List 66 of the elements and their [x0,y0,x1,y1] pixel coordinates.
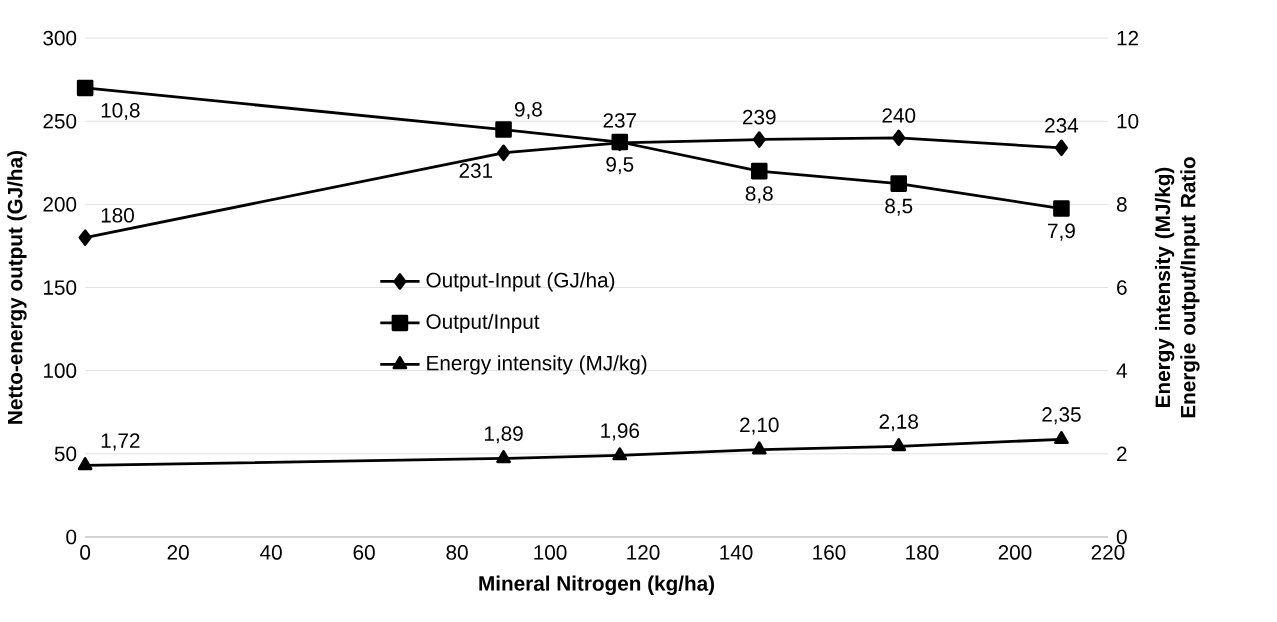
point [892,129,906,147]
x-tick-label: 120 [627,545,660,560]
x-tick-label: 180 [906,545,939,560]
data-label: 8,5 [885,198,913,216]
y2-tick-label: 4 [1116,363,1127,378]
y2-tick-label: 8 [1116,196,1127,212]
data-label: 2,18 [879,414,918,432]
data-label: 9,5 [606,157,634,175]
x-tick-label: 160 [813,545,846,560]
y-tick-label: 0 [66,529,77,545]
point [750,162,768,180]
y2-tick-label: 10 [1117,113,1139,129]
data-label: 240 [882,108,916,123]
x-tick-label: 0 [80,545,91,560]
y-tick-label: 100 [44,363,77,378]
data-label: 1,72 [101,433,140,451]
data-label: 1,96 [601,423,640,441]
y2-axis-title: Energy intensity (MJ/kg) Energie output/Input Ratio [1154,157,1200,418]
legend-label: Output/Input [426,313,540,333]
x-tick-label: 80 [446,545,468,560]
data-label: 8,8 [745,186,773,204]
y-tick-label: 300 [43,30,77,46]
point [77,457,93,471]
data-label: 237 [603,113,636,128]
y-tick-label: 50 [54,446,77,462]
y-tick-label: 200 [43,196,77,212]
x-tick-label: 200 [998,545,1032,560]
point [495,121,512,138]
legend-label: Energy intensity (MJ/kg) [427,355,647,375]
point [891,438,907,452]
point [1054,139,1068,157]
y2-tick-label: 12 [1117,30,1139,46]
point [76,79,94,97]
x-tick-label: 60 [353,545,375,560]
y-tick-label: 150 [44,280,77,295]
point [751,441,767,455]
x-tick-label: 100 [534,545,567,560]
data-label: 10,8 [101,102,140,121]
point [496,450,511,464]
x-tick-label: 140 [720,545,753,560]
point [78,229,92,246]
y2-tick-label: 0 [1116,529,1127,545]
point [1053,200,1070,217]
point [752,131,766,148]
x-axis-title: Mineral Nitrogen (kg/ha) [479,575,715,595]
y-axis-title: Netto-energy output (GJ/ha) [7,150,27,424]
data-label: 9,8 [514,101,542,120]
data-label: 2,35 [1042,407,1081,425]
point [1054,430,1069,445]
y2-tick-label: 2 [1117,446,1127,462]
x-tick-label: 40 [260,545,282,560]
x-tick-label: 220 [1091,545,1125,560]
point [497,144,511,162]
data-label: 7,9 [1048,223,1075,241]
data-label: 2,10 [740,417,779,435]
legend-label: Output-Input (GJ/ha) [426,272,615,292]
data-label: 239 [743,109,776,125]
y2-tick-label: 6 [1117,280,1127,295]
data-label: 1,89 [484,426,523,444]
x-tick-label: 20 [167,545,189,560]
y-tick-label: 250 [43,113,77,129]
point [890,175,908,192]
data-label: 234 [1045,118,1079,133]
data-label: 180 [101,207,134,223]
point [612,447,628,461]
data-label: 231 [459,163,493,178]
